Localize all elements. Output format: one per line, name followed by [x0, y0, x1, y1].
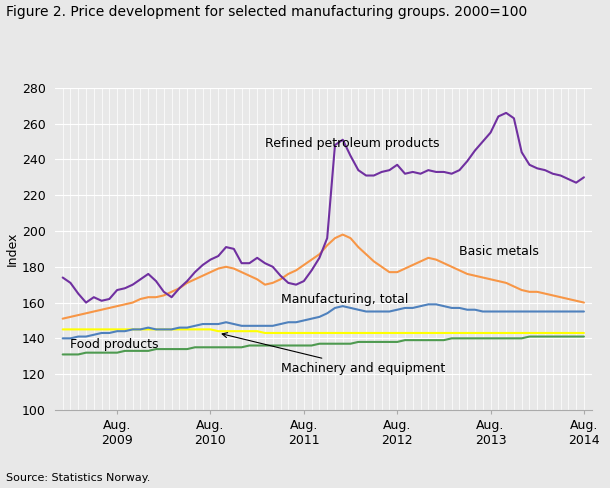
Text: Machinery and equipment: Machinery and equipment: [222, 333, 445, 375]
Text: Source: Statistics Norway.: Source: Statistics Norway.: [6, 473, 151, 483]
Text: Manufacturing, total: Manufacturing, total: [281, 293, 408, 306]
Text: Refined petroleum products: Refined petroleum products: [265, 138, 439, 150]
Text: Food products: Food products: [71, 338, 159, 351]
Text: Figure 2. Price development for selected manufacturing groups. 2000=100: Figure 2. Price development for selected…: [6, 5, 528, 19]
Text: Basic metals: Basic metals: [459, 245, 539, 258]
Y-axis label: Index: Index: [6, 232, 20, 266]
